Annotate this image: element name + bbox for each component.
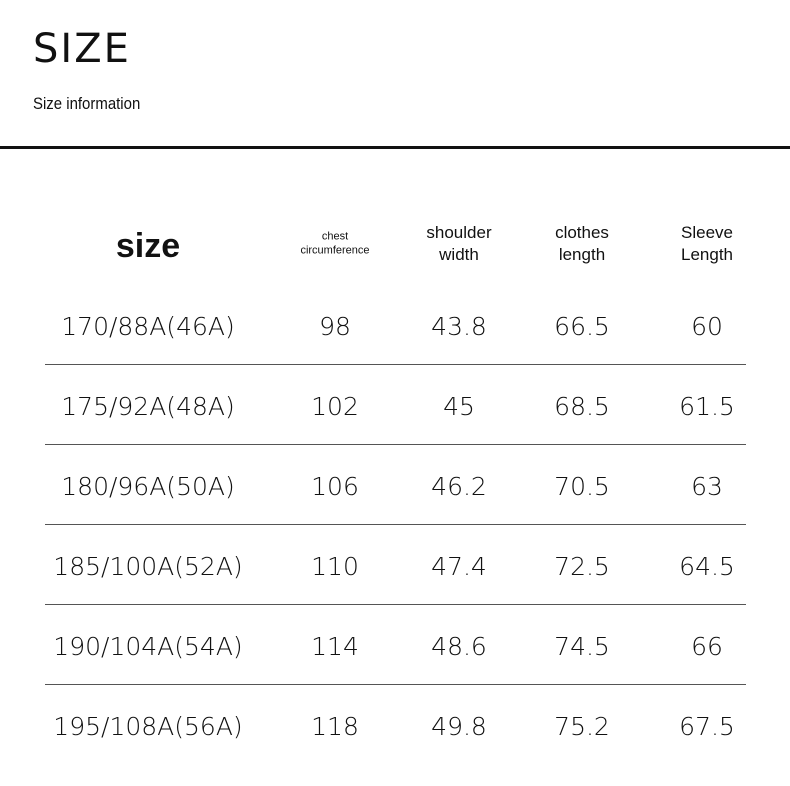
measurement: 46.2: [431, 471, 487, 501]
size-label: 185/100A(52A): [53, 551, 243, 581]
row-divider: [45, 524, 746, 525]
measurement: 66.5: [554, 311, 610, 341]
column-header: size: [115, 226, 181, 265]
measurement: 75.2: [554, 711, 610, 741]
size-label: 195/108A(56A): [53, 711, 243, 741]
measurement: 47.4: [431, 551, 487, 581]
measurement: 74.5: [554, 631, 610, 661]
measurement: 43.8: [431, 311, 487, 341]
measurement: 118: [311, 711, 359, 741]
measurement: 114: [311, 631, 359, 661]
measurement: 64.5: [679, 551, 735, 581]
measurement: 68.5: [554, 391, 610, 421]
row-divider: [45, 444, 746, 445]
page-title: SIZE: [33, 26, 131, 72]
column-header: shoulder width: [426, 222, 492, 264]
measurement: 70.5: [554, 471, 610, 501]
page-subtitle: Size information: [33, 94, 141, 113]
column-header: chest circumference: [300, 230, 370, 257]
measurement: 49.8: [431, 711, 487, 741]
row-divider: [45, 684, 746, 685]
measurement: 45: [443, 391, 475, 421]
measurement: 106: [311, 471, 359, 501]
measurement: 67.5: [679, 711, 735, 741]
size-label: 175/92A(48A): [61, 391, 235, 421]
row-divider: [45, 604, 746, 605]
column-header: clothes length: [555, 222, 609, 264]
measurement: 48.6: [431, 631, 487, 661]
size-label: 190/104A(54A): [53, 631, 243, 661]
row-divider: [45, 364, 746, 365]
measurement: 61.5: [679, 391, 735, 421]
size-label: 180/96A(50A): [61, 471, 235, 501]
measurement: 98: [319, 311, 351, 341]
measurement: 60: [691, 311, 723, 341]
measurement: 63: [691, 471, 723, 501]
measurement: 66: [691, 631, 723, 661]
column-header: Sleeve Length: [681, 222, 733, 264]
size-label: 170/88A(46A): [61, 311, 235, 341]
measurement: 72.5: [554, 551, 610, 581]
divider: [0, 146, 790, 149]
measurement: 110: [311, 551, 359, 581]
measurement: 102: [311, 391, 359, 421]
